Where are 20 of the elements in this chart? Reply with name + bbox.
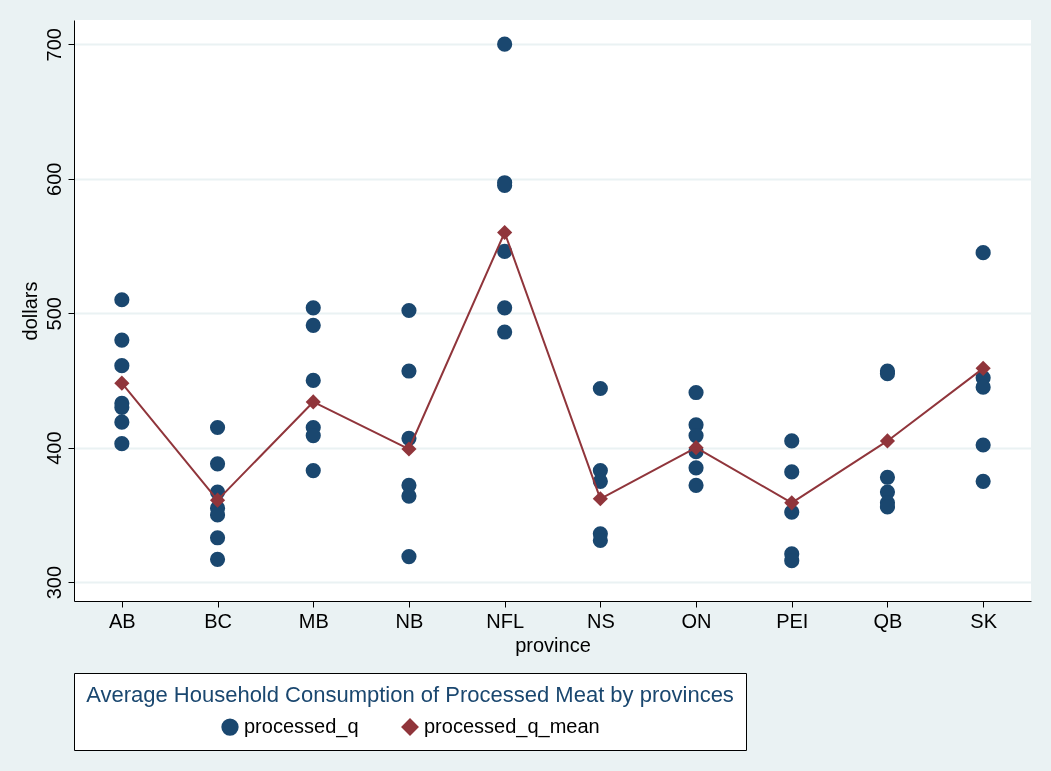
y-tick-label: 600 xyxy=(42,162,65,196)
x-tick-label: SK xyxy=(970,609,998,632)
y-tick-label: 700 xyxy=(42,28,65,62)
x-axis-title: province xyxy=(515,633,591,656)
y-tick-label: 300 xyxy=(42,565,65,600)
x-tick-label: AB xyxy=(109,609,136,632)
legend-label: processed_q xyxy=(244,715,359,739)
x-tick-label: QB xyxy=(873,609,903,632)
x-tick-label: PEI xyxy=(776,609,809,632)
y-tick-label: 400 xyxy=(42,431,65,465)
y-tick-label: 500 xyxy=(42,297,65,331)
y-axis-title: dollars xyxy=(18,281,41,341)
x-tick-label: NB xyxy=(395,609,424,632)
x-tick-label: BC xyxy=(204,609,232,632)
x-tick-label: NFL xyxy=(486,609,525,632)
x-tick-label: MB xyxy=(298,609,329,632)
x-tick-label: NS xyxy=(586,609,615,632)
legend-label: processed_q_mean xyxy=(424,715,600,739)
legend-title: Average Household Consumption of Processed Meat by provinces xyxy=(86,682,734,707)
x-tick-label: ON xyxy=(681,609,712,632)
